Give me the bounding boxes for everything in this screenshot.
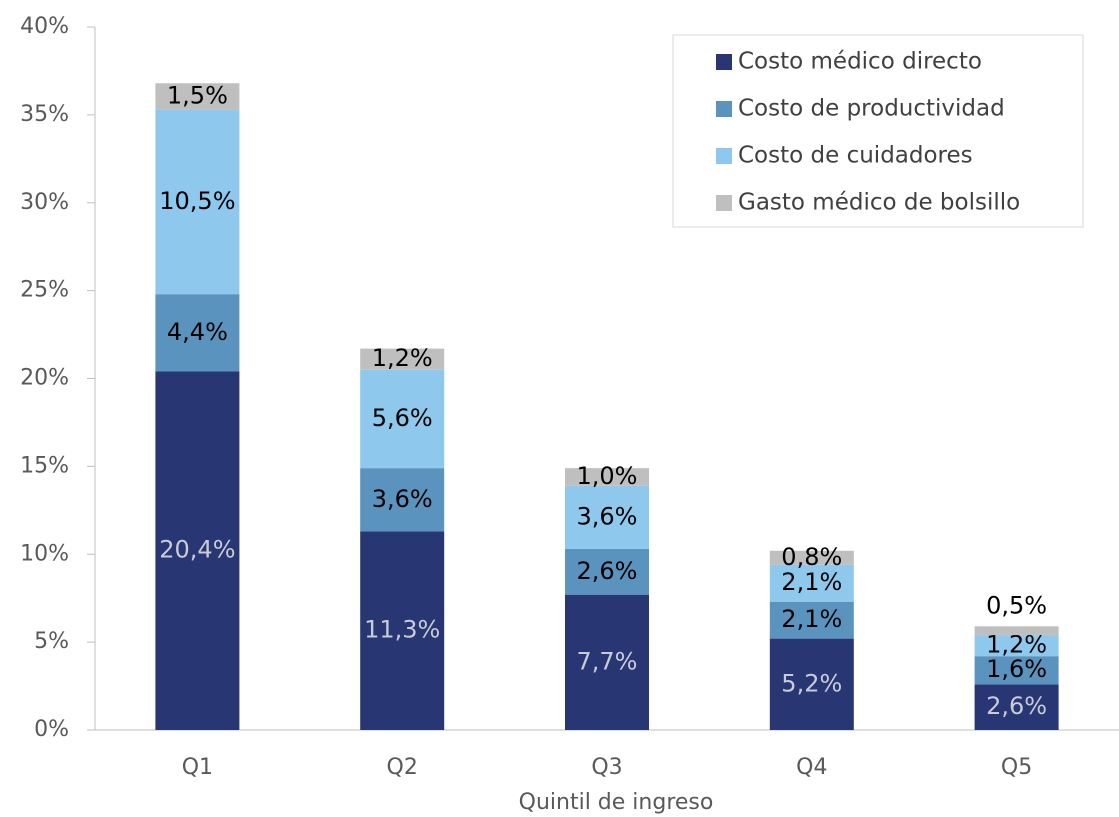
bar-segment <box>769 564 854 602</box>
x-tick-label: Q2 <box>387 755 418 780</box>
data-label: 5,2% <box>781 669 842 697</box>
legend-label: Costo médico directo <box>738 49 982 75</box>
bar-segment <box>565 468 649 486</box>
data-label: 1,2% <box>372 344 433 372</box>
y-tick-label: 35% <box>20 102 69 127</box>
data-label: 0,5% <box>986 591 1047 619</box>
bar-segment <box>360 348 445 370</box>
data-label: 2,1% <box>781 605 842 633</box>
data-label: 5,6% <box>372 404 433 432</box>
data-label: 2,6% <box>577 557 638 585</box>
y-tick-label: 5% <box>34 629 69 654</box>
bar-segment <box>155 294 240 372</box>
bar-segment <box>769 638 854 730</box>
legend-label: Gasto médico de bolsillo <box>738 190 1020 216</box>
data-label: 0,8% <box>781 543 842 571</box>
y-tick-label: 30% <box>20 190 69 215</box>
bar-segment <box>974 684 1059 730</box>
bar-segment <box>769 601 854 639</box>
y-tick-label: 15% <box>20 453 69 478</box>
bar-segment <box>360 531 445 730</box>
legend-swatch <box>716 101 732 117</box>
legend-swatch <box>716 148 732 164</box>
y-tick-label: 40% <box>20 14 69 39</box>
bar-segment <box>155 371 240 730</box>
data-label: 2,6% <box>986 692 1047 720</box>
legend-label: Costo de productividad <box>738 96 1005 122</box>
legend-swatch <box>716 54 732 70</box>
bar-segment <box>360 369 445 469</box>
x-tick-label: Q1 <box>182 755 213 780</box>
y-tick-label: 20% <box>20 366 69 391</box>
data-label: 1,5% <box>167 81 228 109</box>
x-tick-label: Q5 <box>1001 755 1032 780</box>
legend-box <box>672 34 1084 228</box>
data-label: 1,2% <box>986 631 1047 659</box>
data-label: 1,0% <box>577 462 638 490</box>
bar-segment <box>565 548 649 595</box>
bar-segment <box>360 468 445 532</box>
y-tick-label: 25% <box>20 278 69 303</box>
bar-segment <box>565 594 649 730</box>
data-label: 20,4% <box>159 536 235 564</box>
bar-segment <box>974 656 1059 685</box>
bar-segment <box>155 83 240 110</box>
data-label: 1,6% <box>986 655 1047 683</box>
data-label: 11,3% <box>364 616 440 644</box>
legend-swatch <box>716 195 732 211</box>
bar-segment <box>155 109 240 295</box>
y-tick-label: 0% <box>34 717 69 742</box>
bar-segment <box>974 635 1059 657</box>
data-label: 3,6% <box>577 502 638 530</box>
data-label: 2,1% <box>781 568 842 596</box>
data-label: 7,7% <box>577 647 638 675</box>
bar-segment <box>769 550 854 565</box>
data-label: 3,6% <box>372 485 433 513</box>
y-tick-label: 10% <box>20 541 69 566</box>
x-tick-label: Q3 <box>591 755 622 780</box>
x-tick-label: Q4 <box>796 755 827 780</box>
bar-segment <box>974 626 1059 636</box>
bar-segment <box>565 485 649 549</box>
legend-label: Costo de cuidadores <box>738 143 973 169</box>
data-label: 10,5% <box>159 187 235 215</box>
x-axis-label: Quintil de ingreso <box>519 790 714 815</box>
data-label: 4,4% <box>167 318 228 346</box>
